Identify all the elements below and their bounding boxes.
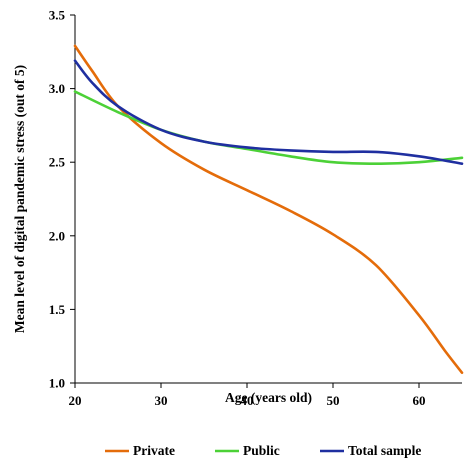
y-tick-label: 2.5 bbox=[49, 155, 66, 170]
y-tick-label: 2.0 bbox=[49, 228, 65, 243]
series-line-private bbox=[73, 44, 464, 374]
y-tick-label: 1.0 bbox=[49, 376, 65, 391]
y-tick-label: 1.5 bbox=[49, 302, 66, 317]
x-tick-label: 50 bbox=[327, 393, 340, 408]
series-lines bbox=[73, 44, 464, 374]
legend-label-private: Private bbox=[133, 443, 175, 458]
x-axis-title: Age (years old) bbox=[225, 390, 312, 405]
x-tick-label: 20 bbox=[69, 393, 82, 408]
legend-label-public: Public bbox=[243, 443, 280, 458]
tick-labels: 1.0 1.5 2.0 2.5 3.0 3.5 20 30 40 50 60 bbox=[49, 8, 426, 409]
y-axis-title: Mean level of digital pandemic stress (o… bbox=[12, 65, 27, 333]
x-tick-label: 60 bbox=[413, 393, 426, 408]
legend-label-total-sample: Total sample bbox=[348, 443, 421, 458]
x-tick-label: 40 bbox=[241, 393, 254, 408]
x-tick-label: 30 bbox=[155, 393, 168, 408]
axes bbox=[70, 14, 462, 388]
series-line-total-sample bbox=[73, 59, 464, 165]
series-line-public bbox=[73, 90, 464, 165]
legend: Private Public Total sample bbox=[105, 443, 421, 458]
y-tick-label: 3.0 bbox=[49, 81, 65, 96]
y-tick-label: 3.5 bbox=[49, 8, 66, 23]
